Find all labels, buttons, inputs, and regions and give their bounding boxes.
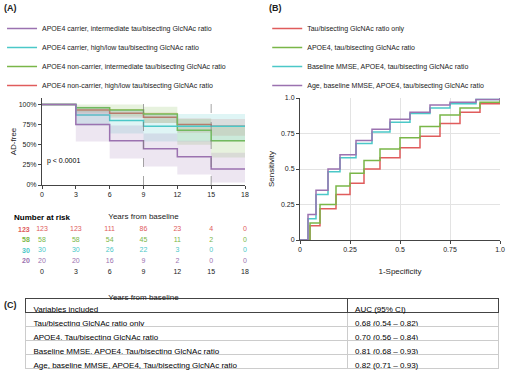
svg-text:Age, baseline MMSE, APOE4, Tau: Age, baseline MMSE, APOE4, Tau/bisecting… (33, 361, 237, 370)
svg-text:3: 3 (74, 191, 78, 198)
svg-text:9: 9 (142, 191, 146, 198)
svg-text:6: 6 (108, 191, 112, 198)
svg-text:3: 3 (175, 246, 179, 253)
svg-text:Years from baseline: Years from baseline (108, 212, 179, 221)
svg-text:0: 0 (40, 191, 44, 198)
svg-text:Sensitivity: Sensitivity (267, 151, 276, 187)
svg-text:23: 23 (173, 225, 181, 232)
svg-text:20: 20 (72, 257, 80, 264)
svg-text:12: 12 (173, 268, 181, 275)
svg-text:30: 30 (22, 247, 30, 254)
svg-text:0: 0 (209, 257, 213, 264)
svg-text:18: 18 (241, 268, 249, 275)
svg-text:100%: 100% (19, 101, 37, 108)
svg-text:9: 9 (142, 268, 146, 275)
svg-text:123: 123 (36, 225, 48, 232)
svg-text:0.81 (0.68 – 0.93): 0.81 (0.68 – 0.93) (355, 347, 419, 356)
svg-text:0.70 (0.56 – 0.84): 0.70 (0.56 – 0.84) (355, 333, 419, 342)
svg-text:0: 0 (209, 246, 213, 253)
svg-text:0.25: 0.25 (281, 201, 295, 208)
svg-text:58: 58 (22, 236, 30, 243)
svg-text:20: 20 (22, 257, 30, 264)
svg-text:50%: 50% (23, 141, 37, 148)
svg-text:(C): (C) (4, 300, 17, 310)
svg-text:30: 30 (38, 246, 46, 253)
svg-text:0.75: 0.75 (443, 246, 457, 253)
svg-text:2: 2 (175, 257, 179, 264)
svg-text:p < 0.0001: p < 0.0001 (47, 157, 80, 165)
svg-text:0.68 (0.54 – 0.82): 0.68 (0.54 – 0.82) (355, 319, 419, 328)
svg-text:3: 3 (74, 268, 78, 275)
svg-text:1.0: 1.0 (285, 94, 295, 101)
svg-text:30: 30 (72, 246, 80, 253)
svg-text:2: 2 (209, 236, 213, 243)
svg-text:0.25: 0.25 (343, 246, 357, 253)
svg-text:58: 58 (72, 236, 80, 243)
svg-text:Tau/bisecting GlcNAc ratio onl: Tau/bisecting GlcNAc ratio only (33, 319, 145, 328)
svg-text:0.82 (0.71 – 0.93): 0.82 (0.71 – 0.93) (355, 361, 418, 370)
svg-text:0.75: 0.75 (281, 130, 295, 137)
svg-text:22: 22 (140, 246, 148, 253)
svg-text:54: 54 (106, 236, 114, 243)
svg-text:AD-free: AD-free (9, 127, 18, 155)
svg-text:86: 86 (140, 225, 148, 232)
svg-text:0: 0 (291, 236, 295, 243)
svg-text:26: 26 (106, 246, 114, 253)
svg-text:20: 20 (38, 257, 46, 264)
svg-text:(B): (B) (269, 3, 282, 13)
svg-text:AUC (95% CI): AUC (95% CI) (355, 305, 406, 314)
svg-text:Years from baseline: Years from baseline (108, 293, 179, 302)
svg-text:12: 12 (173, 191, 181, 198)
svg-text:APOE4, tau/bisecting GlcNAc ra: APOE4, tau/bisecting GlcNAc ratio (307, 44, 415, 52)
svg-text:Age, baseline MMSE, APOE4, tau: Age, baseline MMSE, APOE4, tau/bisecting… (307, 82, 484, 90)
svg-text:Baseline MMSE, APOE4, Tau/bise: Baseline MMSE, APOE4, Tau/bisecting GlcN… (33, 347, 220, 356)
svg-text:APOE4 non-carrier, high/low ta: APOE4 non-carrier, high/low tau/bisectin… (42, 82, 213, 90)
svg-text:4: 4 (209, 225, 213, 232)
svg-text:16: 16 (106, 257, 114, 264)
svg-text:6: 6 (108, 268, 112, 275)
svg-text:15: 15 (207, 191, 215, 198)
svg-text:111: 111 (104, 225, 115, 232)
svg-text:APOE4 non-carrier, intermediat: APOE4 non-carrier, intermediate tau/bise… (42, 63, 226, 71)
svg-text:25%: 25% (23, 161, 37, 168)
svg-text:123: 123 (70, 225, 82, 232)
svg-text:0: 0 (298, 246, 302, 253)
svg-text:Variables included: Variables included (33, 305, 98, 314)
svg-text:APOE4 carrier, high/low tau/bi: APOE4 carrier, high/low tau/bisecting Gl… (42, 44, 199, 52)
svg-text:(A): (A) (4, 3, 17, 13)
svg-text:0.5: 0.5 (395, 246, 405, 253)
svg-text:APOE4 carrier, intermediate ta: APOE4 carrier, intermediate tau/bisectin… (42, 25, 212, 33)
svg-text:0: 0 (243, 257, 247, 264)
svg-text:58: 58 (38, 236, 46, 243)
svg-text:11: 11 (174, 236, 181, 243)
svg-text:0.5: 0.5 (285, 165, 295, 172)
svg-text:1-Specificity: 1-Specificity (378, 267, 421, 276)
svg-text:0%: 0% (26, 181, 36, 188)
svg-text:0: 0 (243, 246, 247, 253)
svg-text:Tau/bisecting GlcNAc ratio onl: Tau/bisecting GlcNAc ratio only (307, 25, 404, 33)
svg-text:Number at risk: Number at risk (14, 213, 71, 222)
svg-text:45: 45 (140, 236, 148, 243)
svg-text:APOE4, Tau/bisecting GlcNAc ra: APOE4, Tau/bisecting GlcNAc ratio (33, 333, 159, 342)
svg-text:0: 0 (40, 268, 44, 275)
svg-text:1.0: 1.0 (495, 246, 505, 253)
svg-text:75%: 75% (23, 121, 37, 128)
svg-text:0: 0 (243, 225, 247, 232)
svg-text:123: 123 (18, 226, 30, 233)
svg-text:Baseline MMSE, APOE4, tau/bise: Baseline MMSE, APOE4, tau/bisecting GlcN… (307, 63, 468, 71)
svg-text:0: 0 (243, 236, 247, 243)
svg-text:18: 18 (241, 191, 249, 198)
svg-text:9: 9 (142, 257, 146, 264)
svg-text:15: 15 (207, 268, 215, 275)
